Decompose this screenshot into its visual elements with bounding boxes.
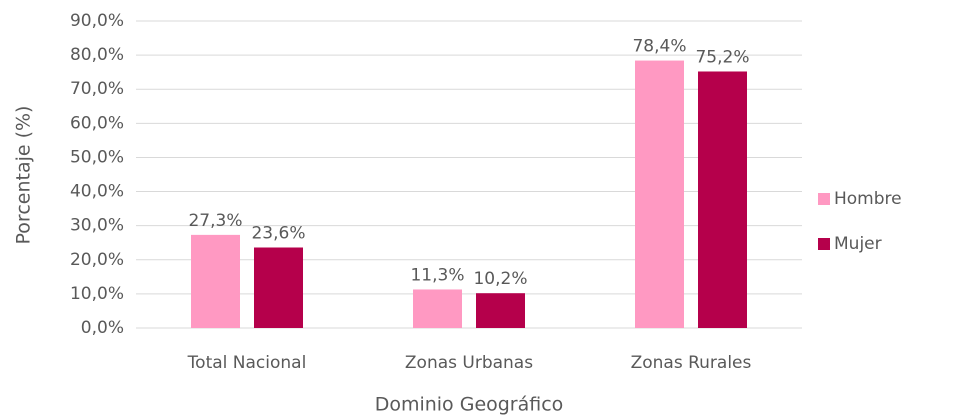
value-label: 75,2% — [695, 47, 749, 67]
y-tick-label: 0,0% — [81, 318, 124, 338]
y-tick-label: 20,0% — [70, 250, 124, 270]
bar — [254, 247, 303, 328]
value-label: 10,2% — [473, 269, 527, 289]
x-axis-title: Dominio Geográfico — [375, 394, 564, 416]
value-label: 11,3% — [410, 265, 464, 285]
legend-swatch — [818, 193, 830, 205]
y-tick-label: 50,0% — [70, 147, 124, 167]
legend-swatch — [818, 238, 830, 250]
y-tick-label: 60,0% — [70, 113, 124, 133]
x-tick-label: Zonas Urbanas — [405, 353, 533, 373]
value-label: 23,6% — [251, 223, 305, 243]
x-tick-label: Zonas Rurales — [631, 353, 752, 373]
value-label: 27,3% — [188, 211, 242, 231]
bar — [635, 60, 684, 329]
x-tick-label: Total Nacional — [187, 353, 307, 373]
bar — [191, 234, 240, 328]
y-tick-label: 30,0% — [70, 216, 124, 236]
legend-label: Mujer — [834, 234, 882, 254]
y-tick-label: 90,0% — [70, 11, 124, 31]
bar — [413, 289, 462, 328]
bar — [476, 293, 525, 328]
legend-label: Hombre — [834, 189, 902, 209]
y-tick-label: 80,0% — [70, 45, 124, 65]
y-axis-title: Porcentaje (%) — [13, 106, 35, 245]
value-label: 78,4% — [632, 37, 686, 57]
bar — [698, 71, 747, 329]
y-tick-label: 70,0% — [70, 79, 124, 99]
y-tick-label: 10,0% — [70, 284, 124, 304]
y-tick-label: 40,0% — [70, 182, 124, 202]
